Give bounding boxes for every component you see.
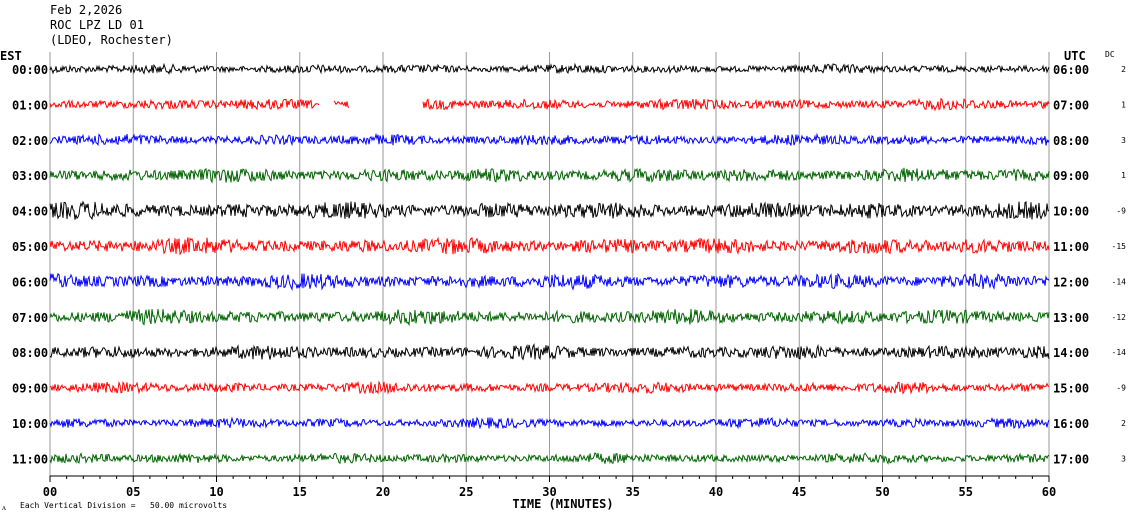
x-tick-label: 60 (1042, 485, 1056, 499)
utc-hour-label: 08:00 (1053, 134, 1089, 148)
x-tick-label: 10 (209, 485, 223, 499)
dc-offset-label: 2 (1121, 65, 1126, 74)
trace-line (49, 62, 1050, 75)
dc-offset-label: -14 (1112, 277, 1127, 286)
trace-line (49, 200, 1050, 221)
utc-hour-label: 07:00 (1053, 98, 1089, 112)
header-date: Feb 2,2026 (50, 3, 123, 17)
x-tick-label: 15 (293, 485, 307, 499)
x-axis-label: TIME (MINUTES) (512, 497, 613, 511)
dc-offset-label: -15 (1112, 242, 1127, 251)
dc-offset-label: -9 (1116, 384, 1126, 393)
dc-offset-label: 3 (1121, 136, 1126, 145)
x-axis: 00 05 10 15 20 25 30 35 40 45 50 55 60 (43, 475, 1056, 499)
utc-hour-label: 16:00 (1053, 417, 1089, 431)
dc-offset-label: 1 (1121, 171, 1126, 180)
est-hour-label: 01:00 (12, 98, 48, 112)
utc-hour-label: 14:00 (1053, 346, 1089, 360)
est-hour-label: 00:00 (12, 63, 48, 77)
est-hour-label: 05:00 (12, 240, 48, 254)
utc-hour-label: 17:00 (1053, 452, 1089, 466)
x-tick-label: 00 (43, 485, 57, 499)
trace-line (49, 452, 1050, 465)
utc-hour-label: 15:00 (1053, 382, 1089, 396)
utc-hour-label: 11:00 (1053, 240, 1089, 254)
x-tick-label: 20 (376, 485, 390, 499)
x-tick-label: 40 (709, 485, 723, 499)
trace-line (49, 132, 1050, 147)
x-tick-label: 05 (126, 485, 140, 499)
trace-line (49, 380, 1050, 395)
x-tick-label: 55 (959, 485, 973, 499)
header-station: ROC LPZ LD 01 (50, 18, 144, 32)
trace-line (49, 167, 1050, 184)
x-tick-label: 30 (542, 485, 556, 499)
utc-hour-label: 13:00 (1053, 311, 1089, 325)
trace-line (49, 416, 1050, 430)
trace-line (49, 236, 1050, 256)
trace-line (49, 97, 1050, 112)
utc-hour-label: 09:00 (1053, 169, 1089, 183)
dc-offset-label: -9 (1116, 207, 1126, 216)
x-tick-label: 25 (459, 485, 473, 499)
dc-offset-label: -12 (1112, 313, 1127, 322)
est-hour-label: 04:00 (12, 205, 48, 219)
est-hour-label: 10:00 (12, 417, 48, 431)
x-tick-label: 45 (792, 485, 806, 499)
row-labels: 00:00 06:00 2 01:00 07:00 1 02:00 08:00 3 03:00 09… (12, 63, 1126, 466)
trace-line (49, 308, 1050, 327)
footer-mark: ᴧ (2, 503, 6, 512)
utc-axis-title: UTC (1064, 49, 1086, 63)
trace-line (49, 343, 1050, 361)
est-hour-label: 03:00 (12, 169, 48, 183)
x-tick-label: 35 (626, 485, 640, 499)
est-axis-title: EST (0, 49, 22, 63)
est-hour-label: 08:00 (12, 346, 48, 360)
x-tick-label: 50 (875, 485, 889, 499)
est-hour-label: 11:00 (12, 452, 48, 466)
est-hour-label: 09:00 (12, 382, 48, 396)
est-hour-label: 02:00 (12, 134, 48, 148)
utc-hour-label: 12:00 (1053, 275, 1089, 289)
dc-offset-label: 1 (1121, 100, 1126, 109)
dc-offset-label: 3 (1121, 454, 1126, 463)
dc-offset-label: -14 (1112, 348, 1127, 357)
traces (49, 62, 1050, 465)
est-hour-label: 07:00 (12, 311, 48, 325)
dc-axis-title: DC (1105, 50, 1115, 59)
grid (49, 52, 1050, 476)
scale-note: Each Vertical Division = 50.00 microvolt… (20, 501, 227, 510)
utc-hour-label: 10:00 (1053, 205, 1089, 219)
header-network: (LDEO, Rochester) (50, 33, 173, 47)
utc-hour-label: 06:00 (1053, 63, 1089, 77)
est-hour-label: 06:00 (12, 275, 48, 289)
dc-offset-label: 2 (1121, 419, 1126, 428)
trace-line (49, 272, 1050, 292)
